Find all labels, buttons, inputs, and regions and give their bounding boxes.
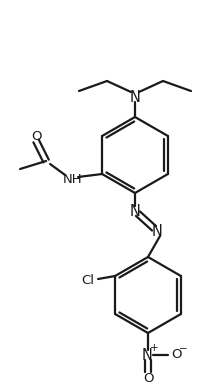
Text: Cl: Cl	[82, 274, 95, 287]
Text: −: −	[179, 344, 187, 354]
Text: N: N	[142, 347, 153, 363]
Text: N: N	[152, 223, 162, 238]
Text: NH: NH	[62, 172, 82, 185]
Text: N: N	[129, 203, 140, 218]
Text: N: N	[129, 89, 140, 105]
Text: O: O	[31, 129, 41, 143]
Text: O: O	[171, 348, 181, 361]
Text: +: +	[150, 343, 158, 353]
Text: O: O	[143, 372, 153, 385]
